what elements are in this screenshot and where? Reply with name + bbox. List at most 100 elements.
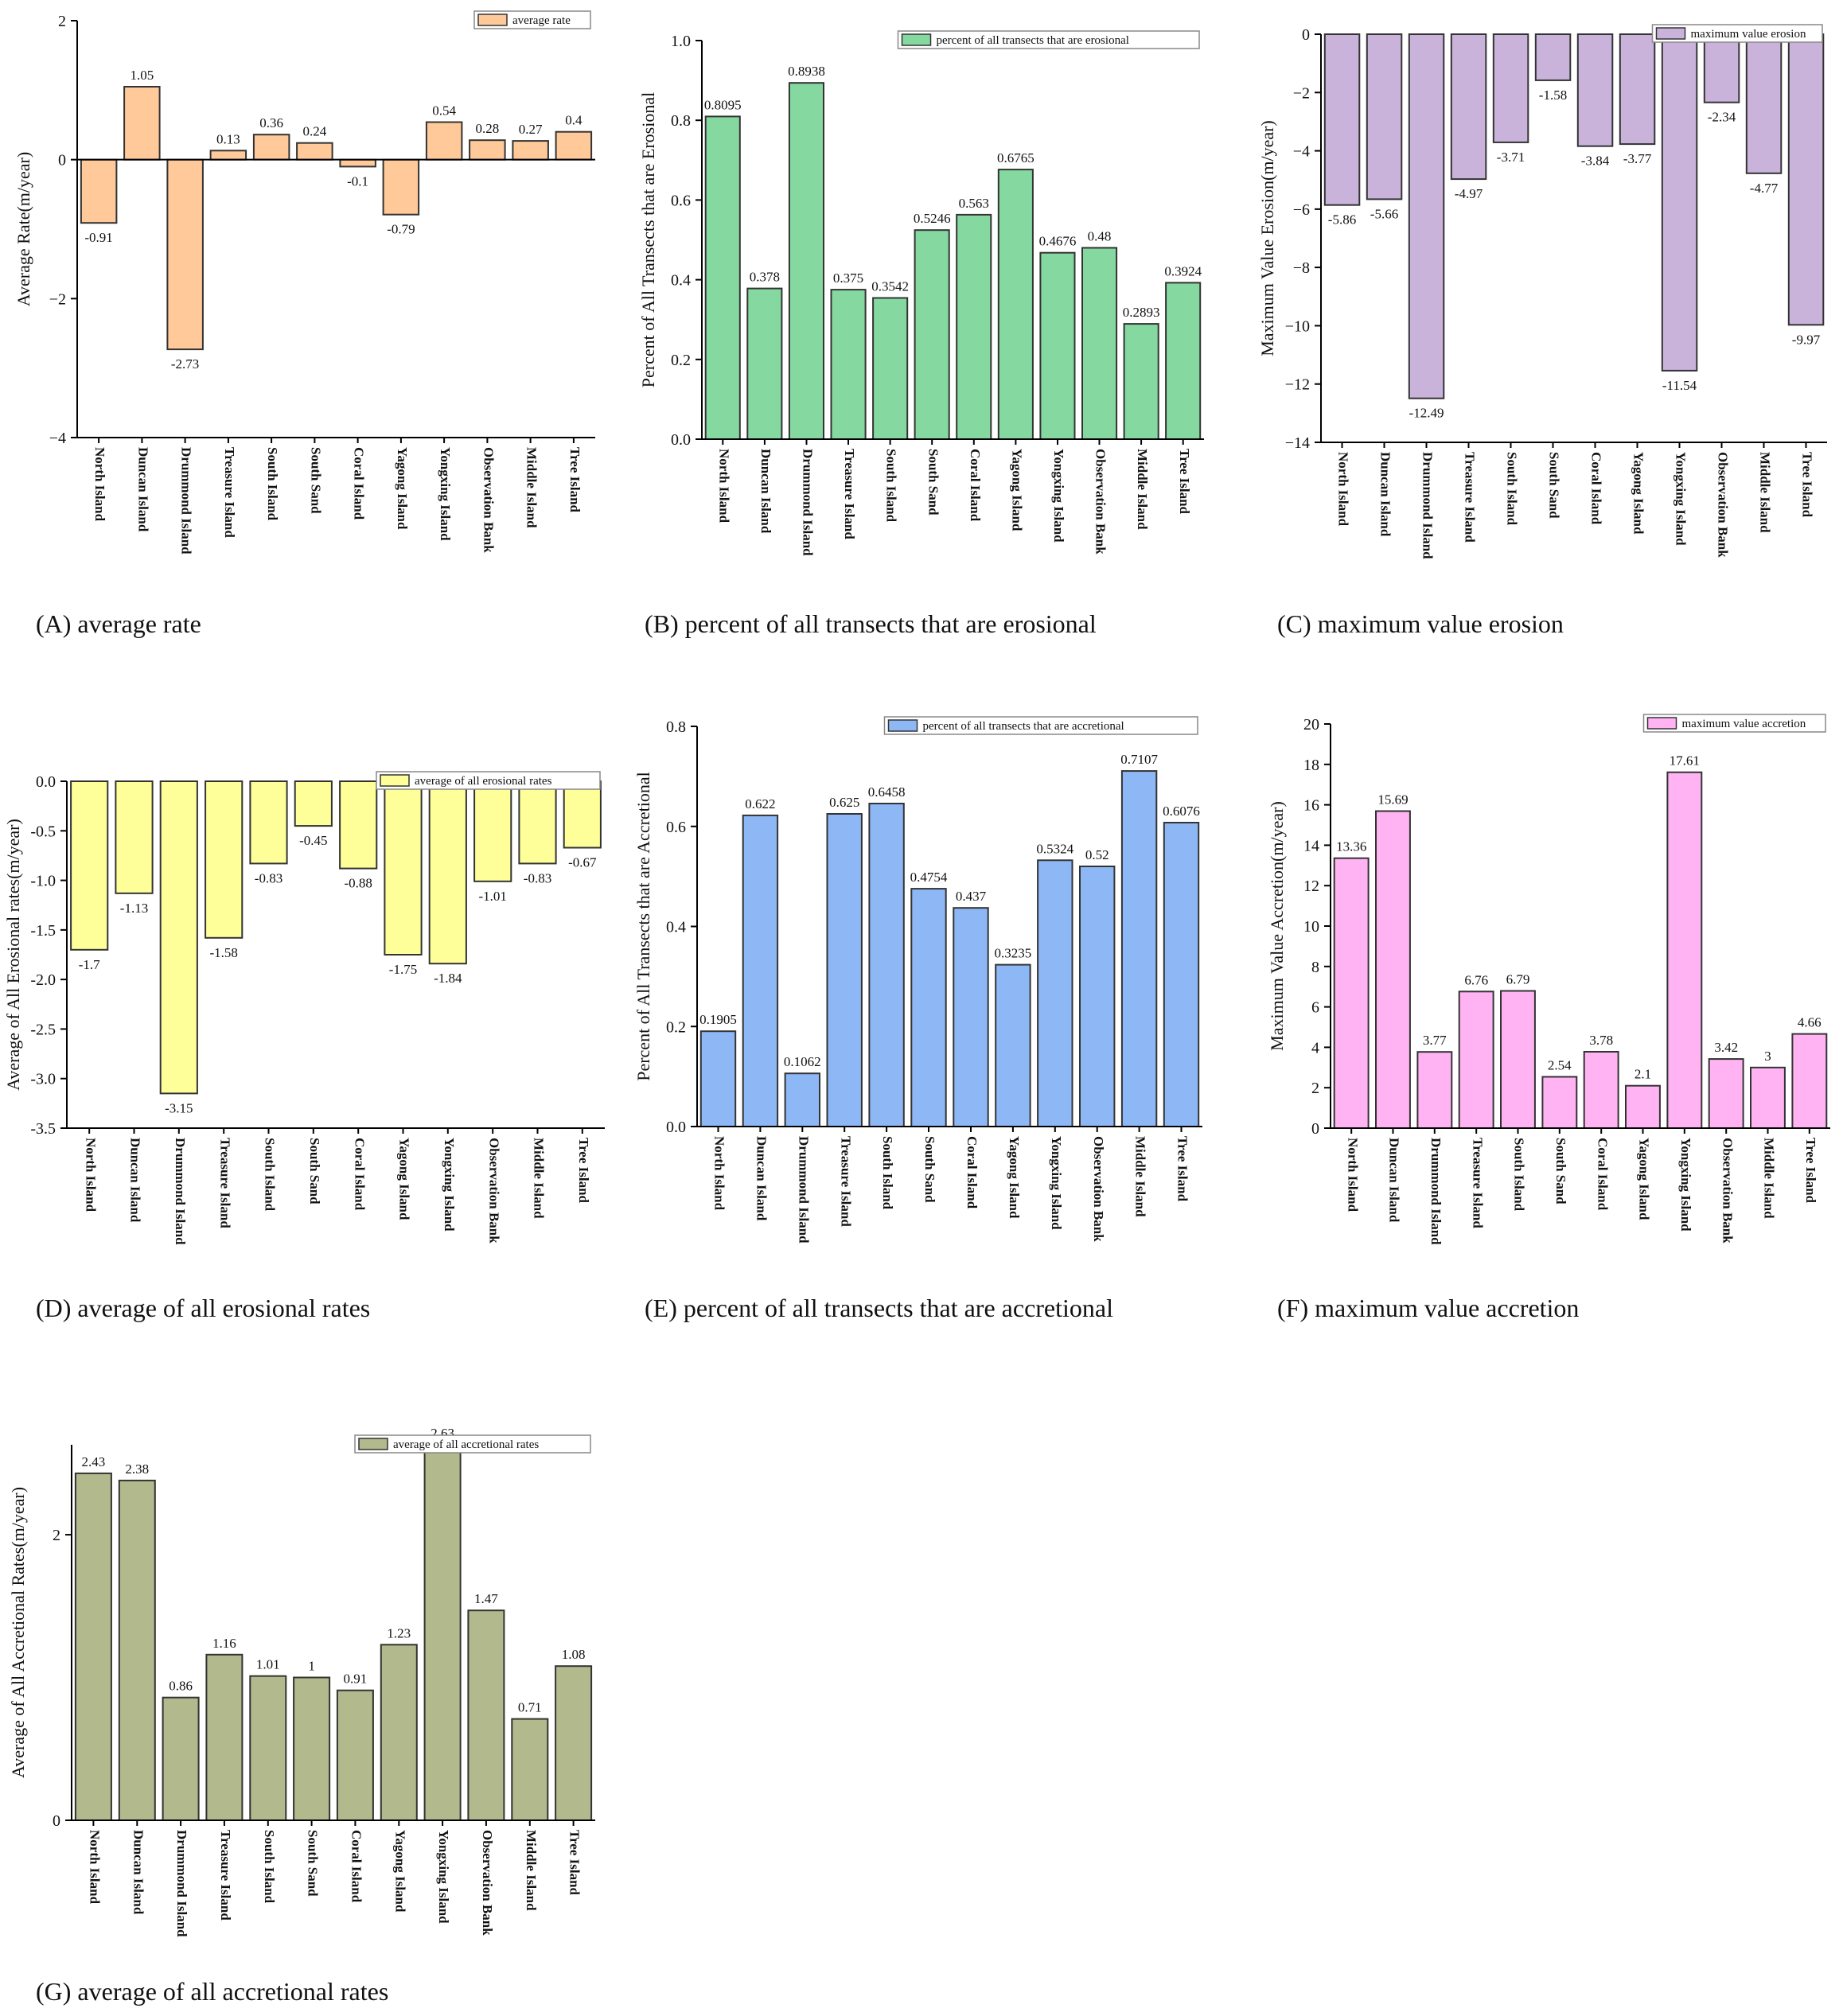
data-label: 3.78 — [1589, 1033, 1613, 1048]
bar-b-9 — [1039, 251, 1076, 441]
y-tick-label: 0.8 — [671, 112, 691, 130]
bar-c-7 — [1576, 33, 1614, 147]
x-tick-label: South Sand — [308, 447, 323, 514]
x-tick-label: Treasure Island — [1463, 452, 1478, 543]
y-tick-label: −2 — [1293, 84, 1310, 102]
bar-f-5 — [1500, 990, 1536, 1129]
y-tick-label: -1.5 — [30, 922, 56, 940]
data-label: 1.23 — [387, 1625, 411, 1640]
data-label: 0.6076 — [1163, 804, 1200, 819]
x-tick-label: Treasure Island — [1470, 1138, 1485, 1228]
x-tick-label: South Sand — [1553, 1138, 1568, 1205]
legend-box — [883, 716, 1198, 735]
y-tick-label: 0 — [1302, 26, 1310, 44]
x-tick-label: Coral Island — [1595, 1138, 1610, 1211]
x-tick-label: South Island — [884, 449, 899, 523]
legend-box — [897, 30, 1200, 49]
y-tick-label: 0.0 — [666, 1119, 686, 1136]
bar-e-6 — [910, 888, 947, 1127]
bar-c-6 — [1534, 33, 1572, 81]
bar-d-12 — [563, 780, 602, 849]
y-tick-label: 20 — [1303, 716, 1319, 734]
legend-label: maximum value erosion — [1691, 28, 1806, 41]
data-label: -5.66 — [1370, 206, 1398, 221]
x-tick-label: Coral Island — [968, 449, 983, 522]
data-label: -1.01 — [478, 889, 506, 904]
x-tick-label: Tree Island — [567, 1830, 583, 1896]
y-tick-label: 6 — [1311, 999, 1319, 1017]
bar-b-11 — [1123, 323, 1159, 440]
x-tick-label: Tree Island — [567, 447, 583, 513]
bar-g-8 — [380, 1644, 418, 1822]
bar-c-11 — [1745, 33, 1783, 174]
data-label: -4.77 — [1750, 181, 1779, 196]
bar-a-9 — [425, 121, 463, 161]
y-axis-label: Average of All Erosional rates(m/year) — [3, 819, 23, 1091]
x-tick-label: North Island — [712, 1136, 727, 1211]
legend: average rate — [473, 10, 591, 29]
bar-f-2 — [1375, 810, 1411, 1129]
bar-f-3 — [1416, 1051, 1453, 1129]
bar-g-2 — [118, 1479, 156, 1822]
y-tick-label: -2.5 — [30, 1021, 56, 1038]
x-tick-label: Tree Island — [1803, 1138, 1818, 1204]
data-label: 0.5246 — [914, 211, 951, 226]
y-tick-label: −14 — [1285, 434, 1310, 452]
y-tick-label: −12 — [1285, 376, 1310, 394]
x-tick-label: South Island — [262, 1830, 277, 1904]
bar-a-7 — [339, 158, 376, 168]
data-label: 13.36 — [1336, 839, 1366, 854]
bar-a-12 — [555, 130, 593, 161]
bar-a-4 — [209, 150, 247, 161]
x-tick-label: Middle Island — [1135, 449, 1150, 530]
y-tick-label: −4 — [49, 430, 66, 447]
x-tick-label: South Island — [1505, 452, 1520, 526]
data-label: 0.622 — [745, 796, 775, 811]
y-axis-label: Maximum Value Accretion(m/year) — [1267, 801, 1287, 1051]
y-tick-label: 0.8 — [666, 718, 686, 736]
data-label: -1.75 — [389, 962, 417, 977]
y-tick-label: 4 — [1311, 1039, 1319, 1057]
bar-e-12 — [1163, 822, 1200, 1127]
y-tick-label: 0.2 — [671, 352, 691, 369]
y-axis-label: Average Rate(m/year) — [14, 152, 33, 306]
data-label: -0.88 — [344, 876, 372, 891]
data-label: 0.27 — [519, 122, 543, 137]
x-tick-label: Yongxing Island — [1678, 1138, 1693, 1232]
x-tick-label: Coral Island — [964, 1136, 980, 1209]
data-label: -0.79 — [387, 222, 415, 237]
x-tick-label: Coral Island — [1589, 452, 1604, 525]
y-axis-label: Average of All Accretional Rates(m/year) — [8, 1487, 28, 1778]
data-label: 1 — [308, 1659, 315, 1674]
y-tick-label: 12 — [1303, 878, 1319, 895]
bar-g-12 — [555, 1665, 593, 1821]
x-tick-label: Drummond Island — [801, 449, 816, 556]
data-label: -5.86 — [1328, 212, 1356, 228]
data-label: -9.97 — [1792, 332, 1821, 347]
data-label: 0.91 — [344, 1672, 368, 1687]
y-tick-label: -1.0 — [30, 873, 56, 890]
x-tick-label: Observation Bank — [486, 1138, 501, 1243]
data-label: 0.36 — [259, 115, 283, 130]
bar-a-6 — [296, 142, 333, 161]
x-tick-label: Duncan Island — [131, 1830, 146, 1915]
bar-b-6 — [914, 229, 950, 440]
data-label: 6.79 — [1506, 972, 1530, 987]
data-label: -1.58 — [209, 945, 237, 960]
data-label: -1.13 — [120, 901, 148, 916]
data-label: -3.77 — [1623, 151, 1652, 166]
data-label: -3.15 — [165, 1100, 193, 1115]
bar-a-5 — [252, 134, 290, 161]
bar-a-10 — [469, 139, 506, 161]
data-label: 3 — [1764, 1049, 1771, 1064]
data-label: -3.84 — [1581, 154, 1610, 169]
x-tick-label: Tree Island — [576, 1138, 591, 1204]
x-tick-label: Duncan Island — [128, 1138, 143, 1223]
x-tick-label: Drummond Island — [179, 447, 194, 555]
x-tick-label: South Island — [263, 1138, 278, 1212]
x-tick-label: Yongxing Island — [438, 447, 453, 541]
x-tick-label: Observation Bank — [1720, 1138, 1735, 1243]
data-label: 0.437 — [956, 889, 987, 904]
y-tick-label: 0.0 — [36, 773, 56, 791]
x-tick-label: Treasure Island — [842, 449, 857, 539]
